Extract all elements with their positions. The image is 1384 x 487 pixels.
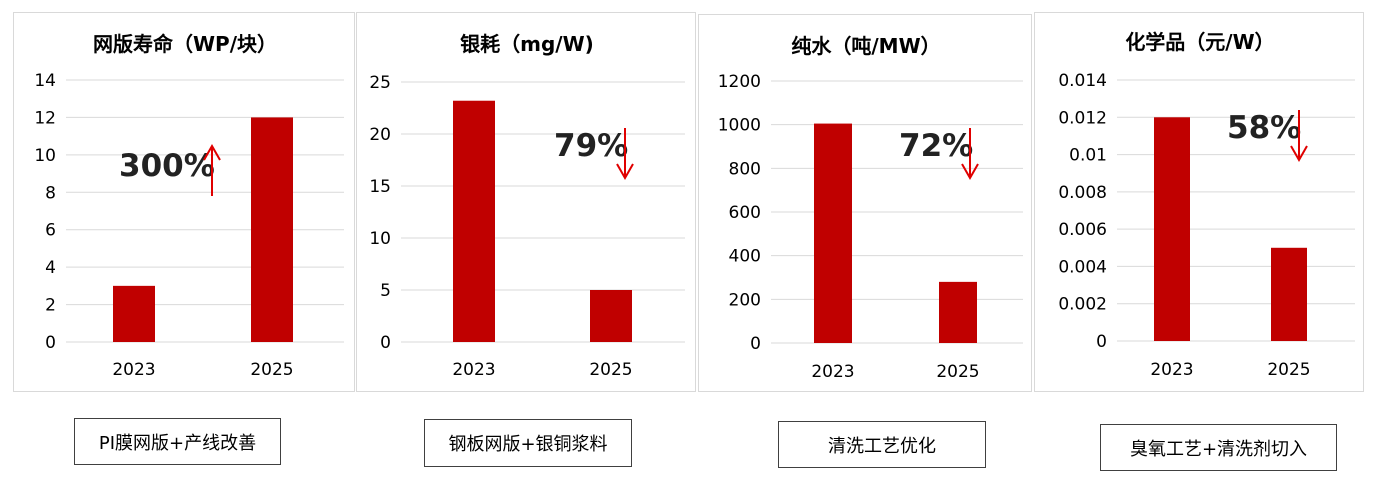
y-tick-label: 0.014 <box>1058 71 1107 91</box>
x-tick-label: 2025 <box>589 360 632 380</box>
y-tick-label: 1000 <box>718 116 761 136</box>
y-tick-label: 10 <box>369 229 391 249</box>
y-tick-label: 0 <box>750 334 761 354</box>
x-tick-label: 2023 <box>1150 360 1193 380</box>
chart-panel-2: 银耗（mg/W) 0 5 10 15 20 25 2023 2025 79% <box>356 12 696 392</box>
change-percent-label: 300% <box>119 148 215 184</box>
change-percent-label: 72% <box>899 128 973 164</box>
bar-2023 <box>113 285 155 342</box>
bar-2023 <box>814 123 852 343</box>
change-percent-label: 58% <box>1227 110 1301 146</box>
y-tick-label: 2 <box>45 296 56 316</box>
y-tick-label: 15 <box>369 177 391 197</box>
y-tick-label: 0 <box>1096 332 1107 352</box>
bar-2025 <box>1271 247 1307 341</box>
chart-title: 银耗（mg/W) <box>460 32 594 56</box>
y-tick-label: 20 <box>369 125 391 145</box>
y-tick-label: 1200 <box>718 72 761 92</box>
y-tick-label: 0.008 <box>1058 183 1107 203</box>
y-tick-label: 14 <box>34 71 56 91</box>
chart-svg-1: 网版寿命（WP/块） 0 2 4 6 8 10 12 14 2023 2025 300% <box>34 32 344 380</box>
x-tick-label: 2023 <box>811 362 854 382</box>
change-arrow-head <box>1290 145 1308 163</box>
y-tick-label: 0.002 <box>1058 295 1107 315</box>
x-tick-label: 2023 <box>112 360 155 380</box>
y-tick-label: 12 <box>34 108 56 128</box>
y-tick-label: 6 <box>45 221 56 241</box>
caption-1: PI膜网版+产线改善 <box>74 418 281 465</box>
y-tick-label: 8 <box>45 183 56 203</box>
y-tick-label: 800 <box>729 159 761 179</box>
y-tick-label: 10 <box>34 146 56 166</box>
y-tick-label: 0.006 <box>1058 220 1107 240</box>
caption-3: 清洗工艺优化 <box>778 421 986 468</box>
change-arrow-head <box>203 143 221 161</box>
change-arrow-head <box>616 163 634 181</box>
y-tick-label: 5 <box>380 281 391 301</box>
chart-svg-3: 纯水（吨/MW） 0 200 400 600 800 1000 1200 2023 2025 72% <box>718 34 1023 382</box>
y-tick-label: 0 <box>45 333 56 353</box>
caption-2: 钢板网版+银铜浆料 <box>424 419 632 467</box>
chart-title: 化学品（元/W） <box>1125 30 1274 54</box>
y-tick-label: 600 <box>729 203 761 223</box>
change-percent-label: 79% <box>554 128 628 164</box>
bar-2023 <box>1154 117 1190 342</box>
bar-2025 <box>939 281 977 343</box>
y-tick-label: 0.004 <box>1058 257 1107 277</box>
bar-2025 <box>590 290 632 342</box>
y-tick-label: 0.012 <box>1058 108 1107 128</box>
chart-panel-1: 网版寿命（WP/块） 0 2 4 6 8 10 12 14 2023 2025 300% <box>13 12 355 392</box>
bar-2025 <box>251 117 293 342</box>
bar-2023 <box>453 100 495 342</box>
y-tick-label: 0.01 <box>1069 146 1107 166</box>
change-arrow-head <box>961 163 979 181</box>
y-tick-label: 0 <box>380 333 391 353</box>
chart-panel-4: 化学品（元/W） 0 0.002 0.004 0.006 0.008 0.01 0.012 0.… <box>1034 12 1364 392</box>
y-tick-label: 4 <box>45 258 56 278</box>
y-tick-label: 200 <box>729 290 761 310</box>
caption-4: 臭氧工艺+清洗剂切入 <box>1100 424 1337 471</box>
y-tick-label: 25 <box>369 73 391 93</box>
chart-svg-4: 化学品（元/W） 0 0.002 0.004 0.006 0.008 0.01 0.012 0.… <box>1058 30 1355 380</box>
chart-title: 网版寿命（WP/块） <box>93 32 277 56</box>
x-tick-label: 2025 <box>250 360 293 380</box>
x-tick-label: 2025 <box>936 362 979 382</box>
x-tick-label: 2023 <box>452 360 495 380</box>
chart-panel-3: 纯水（吨/MW） 0 200 400 600 800 1000 1200 2023 2025 72% <box>698 14 1032 392</box>
y-tick-label: 400 <box>729 247 761 267</box>
x-tick-label: 2025 <box>1267 360 1310 380</box>
chart-title: 纯水（吨/MW） <box>791 34 940 58</box>
